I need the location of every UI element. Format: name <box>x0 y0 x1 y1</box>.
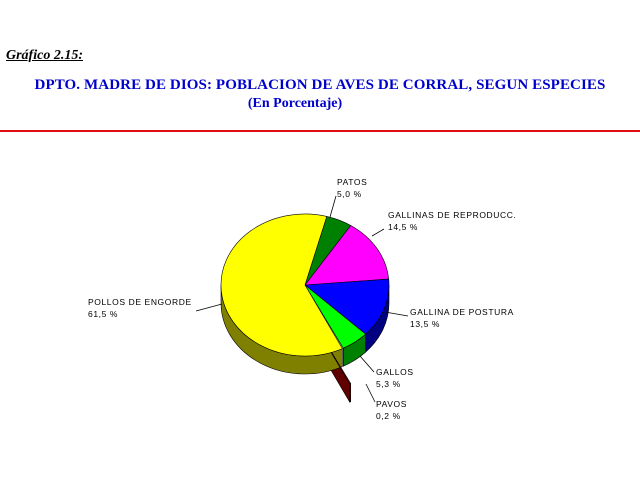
slice-label: GALLOS <box>376 367 414 377</box>
leader-line-4 <box>365 383 376 403</box>
slice-label: GALLINAS DE REPRODUCC. <box>388 210 516 220</box>
leader-line-1 <box>371 228 385 237</box>
leader-line-0 <box>329 195 337 218</box>
chart-title: DPTO. MADRE DE DIOS: POBLACION DE AVES D… <box>34 77 606 93</box>
slice-value-label: 13,5 % <box>410 319 440 329</box>
leader-line-3 <box>359 355 375 373</box>
slice-value-label: 61,5 % <box>88 309 118 319</box>
figure-number: Gráfico 2.15: <box>6 48 83 63</box>
pie-slice-pollos-de-engorde <box>220 213 343 357</box>
slice-value-label: 0,2 % <box>376 411 401 421</box>
slice-label: GALLINA DE POSTURA <box>410 307 514 317</box>
pie-slice-gallina-de-postura <box>304 278 390 335</box>
chart-subtitle: (En Porcentaje) <box>247 96 343 111</box>
pie-labels: PATOS 5,0 % GALLINAS DE REPRODUCC. 14,5 % GA… <box>88 177 516 421</box>
slice-value-label: 5,3 % <box>376 379 401 389</box>
header-divider <box>0 130 640 132</box>
leader-line-5 <box>195 303 223 312</box>
slice-label: PAVOS <box>376 399 407 409</box>
leader-line-2 <box>384 311 409 317</box>
slice-value-label: 14,5 % <box>388 222 418 232</box>
slice-value-label: 5,0 % <box>337 189 362 199</box>
pie-slice-gallos <box>304 284 367 349</box>
pie-slice-gallinas-de-reproducc <box>304 225 390 286</box>
pie-leader-lines <box>195 195 409 403</box>
slice-label: POLLOS DE ENGORDE <box>88 297 192 307</box>
slice-label: PATOS <box>337 177 367 187</box>
pie-tops <box>220 213 390 385</box>
